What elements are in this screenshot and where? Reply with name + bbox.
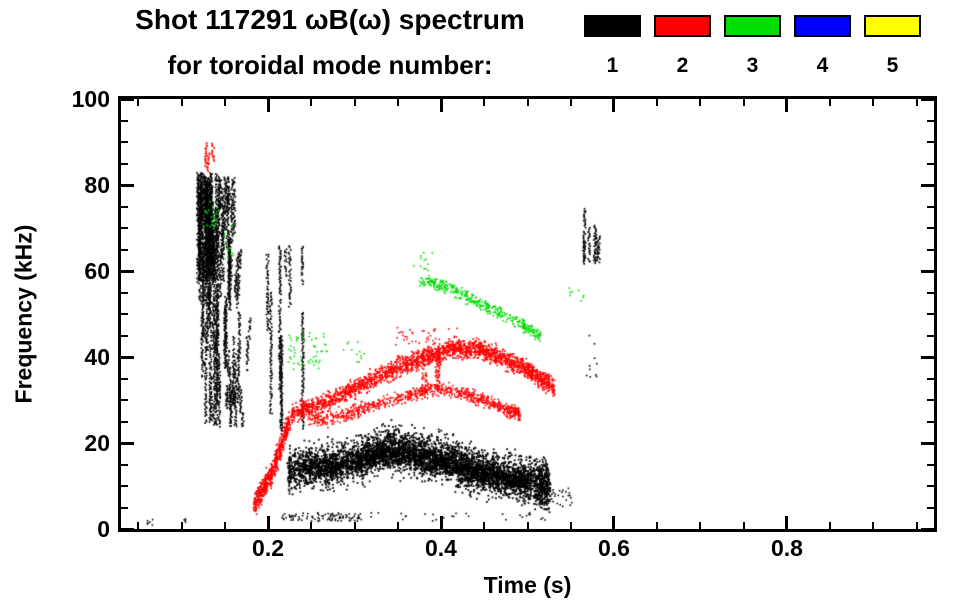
- x-tick-label-0.4: 0.4: [425, 535, 457, 561]
- legend-number-4: 4: [816, 54, 829, 77]
- x-tick-label-0.8: 0.8: [770, 535, 803, 561]
- y-tick-label-80: 80: [84, 172, 110, 198]
- y-tick-label-60: 60: [84, 258, 110, 284]
- legend-numbers: 1 2 3 4 5: [584, 54, 921, 78]
- spectrogram-canvas: [121, 99, 934, 529]
- y-tick-label-100: 100: [71, 86, 110, 112]
- legend-swatch-5: [864, 15, 921, 37]
- x-axis-label: Time (s): [483, 572, 572, 598]
- chart-title: Shot 117291 ωB(ω) spectrum: [135, 4, 525, 35]
- legend-swatches: [584, 15, 921, 37]
- chart-subtitle: for toroidal mode number:: [167, 50, 493, 80]
- y-tick-label-0: 0: [97, 516, 110, 542]
- legend-number-1: 1: [606, 54, 619, 77]
- legend-swatch-2: [654, 15, 711, 37]
- y-axis-label: Frequency (kHz): [10, 224, 37, 404]
- legend-number-3: 3: [746, 54, 759, 77]
- x-tick-label-0.2: 0.2: [252, 535, 285, 561]
- legend-swatch-3: [724, 15, 781, 37]
- y-tick-label-20: 20: [84, 430, 110, 456]
- x-tick-label-0.6: 0.6: [597, 535, 630, 561]
- legend-number-5: 5: [886, 54, 899, 77]
- legend-swatch-4: [794, 15, 851, 37]
- legend-number-2: 2: [676, 54, 689, 77]
- y-tick-label-40: 40: [84, 344, 110, 370]
- legend-swatch-1: [584, 15, 641, 37]
